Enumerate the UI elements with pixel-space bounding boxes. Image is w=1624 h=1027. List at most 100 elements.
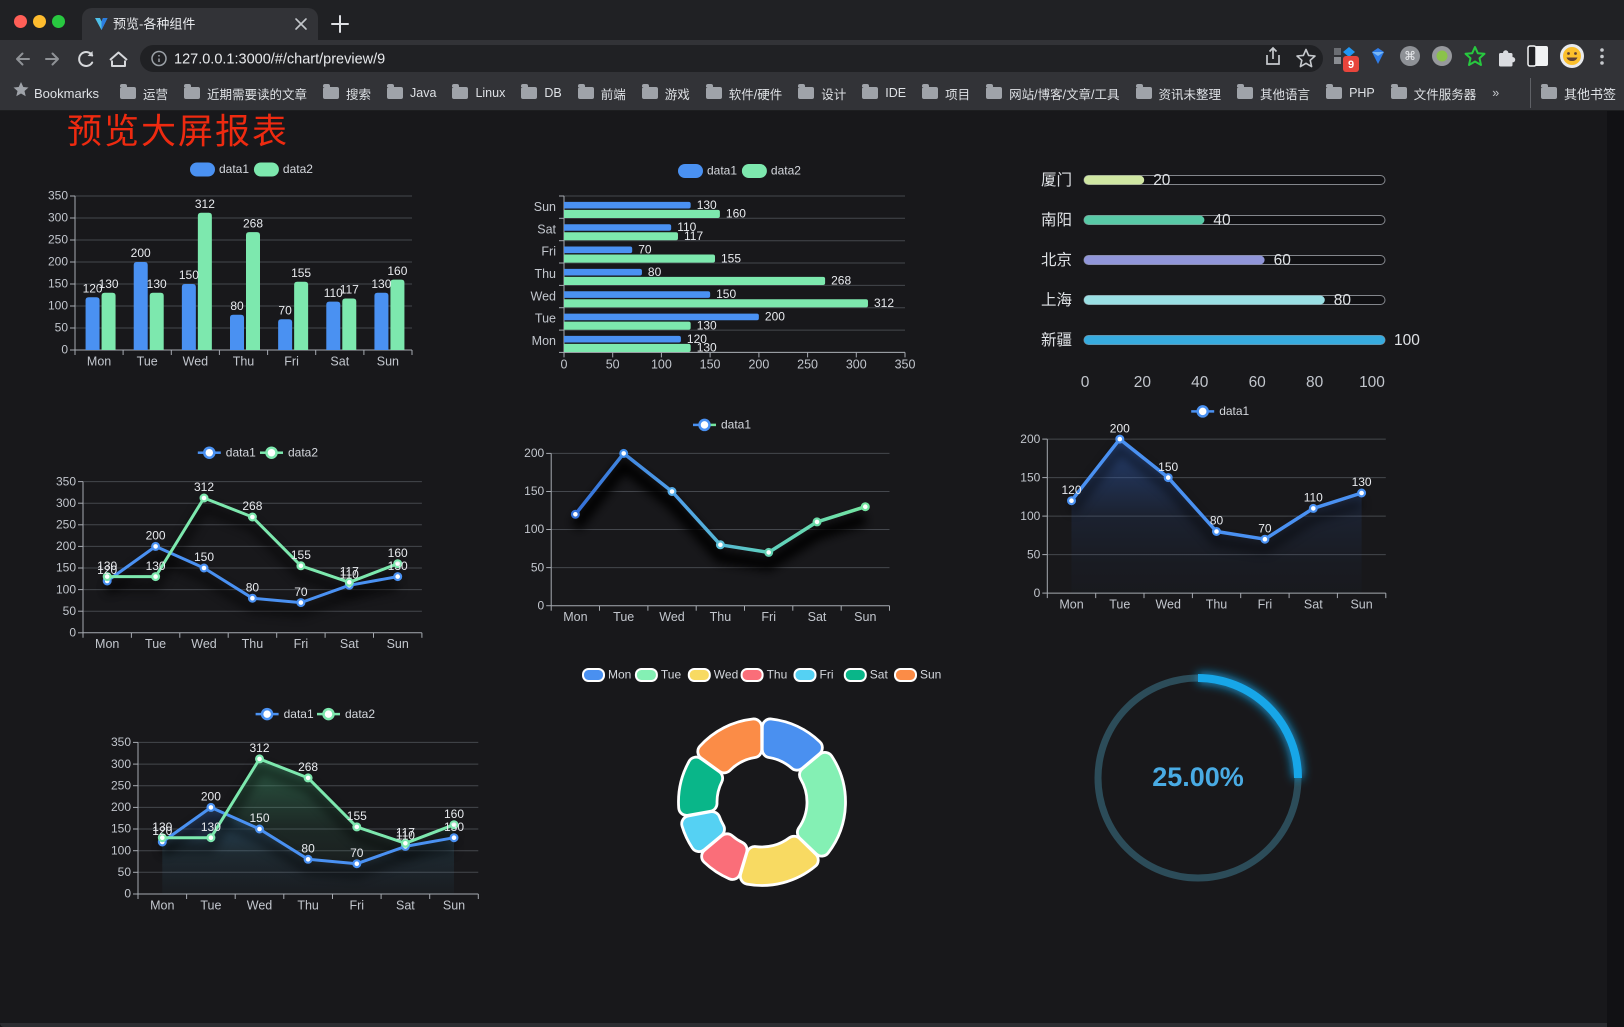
svg-text:Thu: Thu [242,637,264,651]
svg-text:150: 150 [56,561,76,575]
svg-text:268: 268 [242,499,262,513]
svg-text:Sat: Sat [340,637,359,651]
svg-text:110: 110 [1304,491,1323,505]
svg-text:130: 130 [147,277,167,291]
svg-text:data2: data2 [345,707,375,721]
svg-text:150: 150 [48,277,68,291]
svg-text:上海: 上海 [1041,291,1072,309]
svg-text:Wed: Wed [247,898,273,912]
svg-text:110: 110 [324,286,343,300]
svg-text:25.00%: 25.00% [1152,762,1244,792]
svg-text:350: 350 [48,189,68,203]
svg-text:20: 20 [1134,374,1152,391]
svg-text:40: 40 [1213,212,1231,229]
svg-text:150: 150 [194,550,214,564]
svg-text:150: 150 [1158,460,1178,474]
svg-text:Mon: Mon [563,610,587,624]
svg-text:100: 100 [524,522,544,536]
svg-text:268: 268 [298,760,318,774]
svg-text:200: 200 [201,790,221,804]
svg-text:60: 60 [1274,252,1292,269]
svg-text:0: 0 [69,625,76,639]
svg-text:Sat: Sat [808,610,827,624]
svg-text:130: 130 [697,341,717,355]
svg-text:0: 0 [561,358,568,372]
svg-text:Sun: Sun [443,898,465,912]
svg-text:70: 70 [350,846,364,860]
svg-text:data2: data2 [771,164,801,178]
svg-text:Sat: Sat [396,898,415,912]
svg-text:117: 117 [340,283,359,297]
svg-text:300: 300 [56,496,76,510]
svg-text:0: 0 [124,887,131,901]
svg-text:155: 155 [721,251,741,265]
svg-text:Mon: Mon [95,637,119,651]
svg-text:200: 200 [48,255,68,269]
svg-text:200: 200 [1020,432,1040,446]
svg-text:50: 50 [1027,547,1041,561]
svg-text:Fri: Fri [294,637,309,651]
svg-text:Tue: Tue [200,898,221,912]
svg-text:200: 200 [748,358,769,372]
svg-text:Mon: Mon [532,334,556,348]
svg-text:50: 50 [606,358,620,372]
svg-text:Wed: Wed [191,637,217,651]
svg-text:Fri: Fri [541,245,556,259]
svg-text:117: 117 [340,564,359,578]
svg-text:50: 50 [55,321,69,335]
svg-text:120: 120 [83,281,103,295]
svg-text:150: 150 [716,287,736,301]
svg-text:80: 80 [230,299,244,313]
svg-text:data1: data1 [226,445,256,459]
svg-text:Tue: Tue [137,354,158,368]
svg-text:130: 130 [1352,475,1372,489]
svg-text:data1: data1 [219,162,249,176]
svg-text:100: 100 [1020,509,1040,523]
svg-text:70: 70 [278,303,292,317]
svg-text:80: 80 [1210,514,1224,528]
svg-text:100: 100 [1394,332,1420,349]
svg-text:150: 150 [700,358,721,372]
svg-text:312: 312 [249,741,269,755]
svg-text:300: 300 [846,358,867,372]
svg-text:200: 200 [524,446,544,460]
svg-text:50: 50 [63,604,77,618]
svg-text:150: 150 [249,811,269,825]
svg-text:Sat: Sat [870,668,889,682]
svg-text:Fri: Fri [284,354,299,368]
svg-text:Tue: Tue [613,610,634,624]
svg-text:300: 300 [48,211,68,225]
svg-text:80: 80 [1306,374,1324,391]
svg-text:160: 160 [726,207,746,221]
svg-text:130: 130 [99,277,119,291]
svg-text:Tue: Tue [535,312,556,326]
svg-text:110: 110 [677,220,696,234]
svg-text:200: 200 [1110,421,1130,435]
svg-text:Fri: Fri [820,668,834,682]
svg-text:130: 130 [152,820,172,834]
svg-text:0: 0 [61,343,68,357]
svg-text:250: 250 [797,358,818,372]
svg-text:130: 130 [697,318,717,332]
svg-text:Thu: Thu [710,610,732,624]
svg-text:300: 300 [111,757,131,771]
svg-text:250: 250 [48,233,68,247]
svg-text:150: 150 [524,484,544,498]
svg-text:155: 155 [291,548,311,562]
svg-text:9: 9 [1348,59,1354,71]
svg-text:预览-各种组件: 预览-各种组件 [113,16,195,31]
svg-text:Mon: Mon [150,898,174,912]
svg-text:70: 70 [294,585,308,599]
svg-text:Sun: Sun [534,200,556,214]
svg-text:预览大屏报表: 预览大屏报表 [67,112,289,151]
svg-text:150: 150 [179,268,199,282]
svg-text:Thu: Thu [297,898,319,912]
svg-text:117: 117 [684,229,703,243]
svg-text:Sat: Sat [537,222,556,236]
svg-text:350: 350 [895,358,916,372]
svg-text:Thu: Thu [233,354,255,368]
svg-text:160: 160 [388,546,408,560]
svg-text:Sat: Sat [1304,597,1323,611]
svg-text:150: 150 [1020,470,1040,484]
svg-text:40: 40 [1191,374,1209,391]
